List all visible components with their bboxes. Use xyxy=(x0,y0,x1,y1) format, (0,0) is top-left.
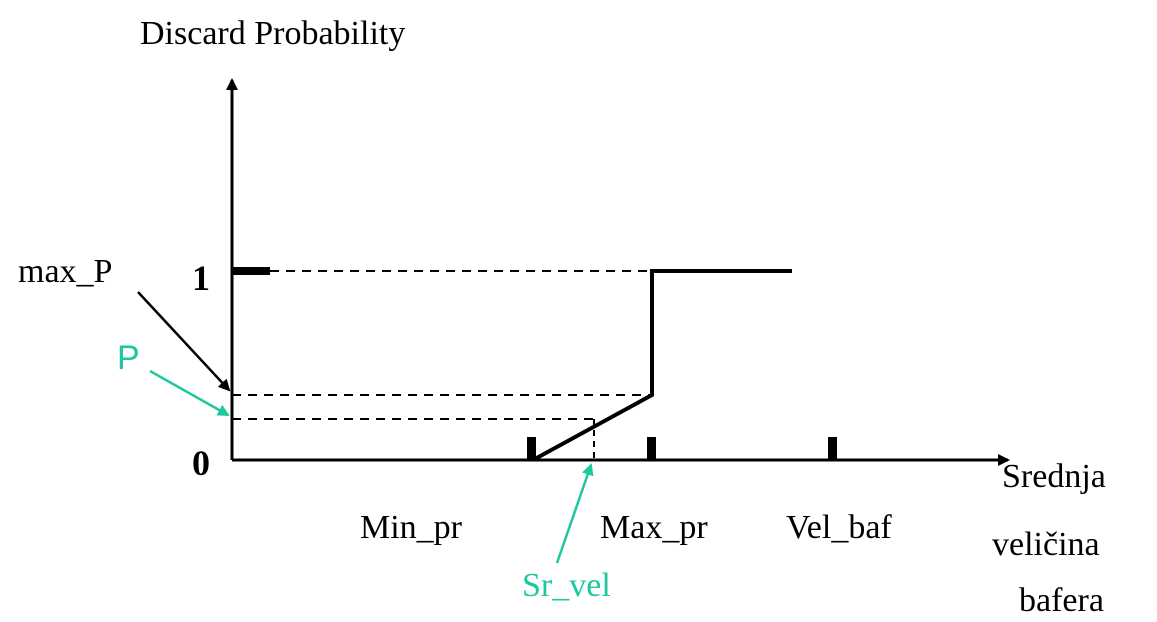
y-tick-mark-one xyxy=(232,267,270,275)
vel-baf-label: Vel_baf xyxy=(786,509,892,546)
max-p-label: max_P xyxy=(18,253,112,290)
x-axis-label-line-2: veličina xyxy=(992,526,1100,563)
y-tick-zero: 0 xyxy=(192,443,210,483)
sr-vel-label: Sr_vel xyxy=(522,567,611,604)
y-tick-one: 1 xyxy=(192,258,210,298)
x-tick-mark-min-pr xyxy=(527,437,536,460)
y-axis-label: Discard Probability xyxy=(140,15,405,52)
x-tick-mark-vel-baf xyxy=(828,437,837,460)
x-tick-mark-max-pr xyxy=(647,437,656,460)
sr-vel-arrow xyxy=(555,463,594,564)
p-arrow xyxy=(149,369,230,417)
min-pr-label: Min_pr xyxy=(360,509,463,546)
x-axis-label-line-3: bafera xyxy=(1019,582,1104,617)
max-p-arrow xyxy=(137,291,231,392)
x-axis-label-line-1: Srednja xyxy=(1002,458,1106,495)
max-pr-label: Max_pr xyxy=(600,509,708,546)
p-label: P xyxy=(117,339,140,377)
discard-probability-curve xyxy=(532,269,792,462)
